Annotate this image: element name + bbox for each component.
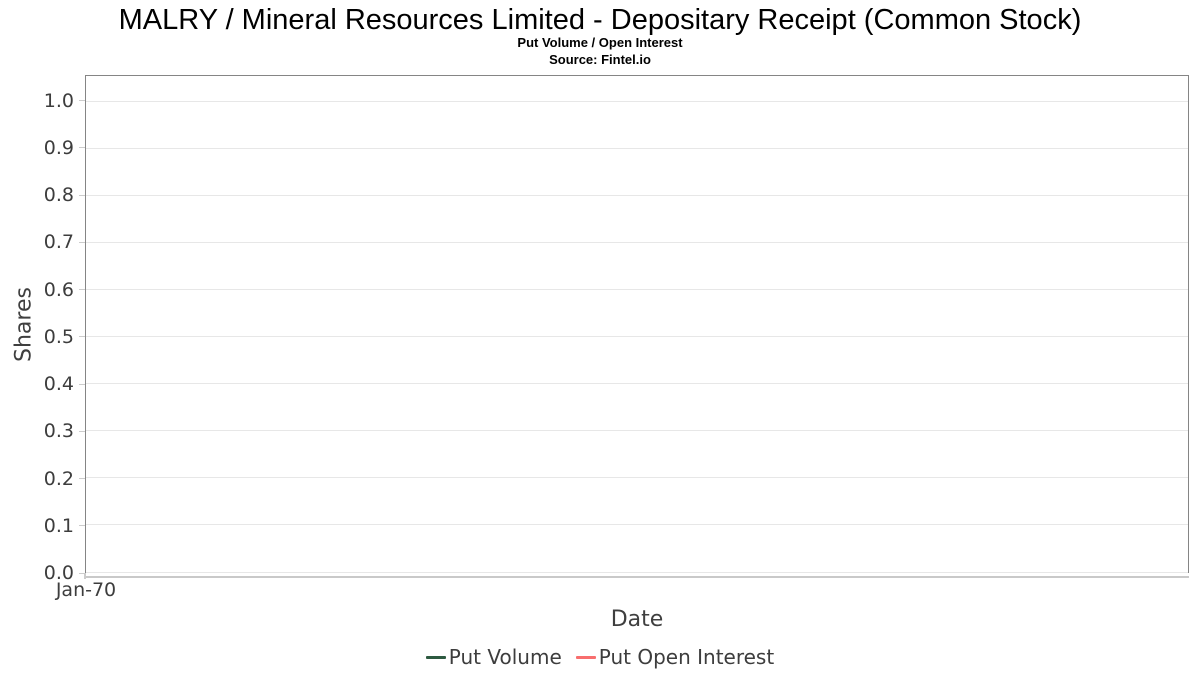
- y-tick-label: 0.7: [43, 231, 74, 254]
- gridline: [86, 195, 1188, 197]
- y-tick-label: 0.3: [43, 420, 74, 443]
- y-axis-tick-marks: [79, 75, 85, 574]
- legend-line-marker: [425, 655, 446, 659]
- gridline: [86, 524, 1188, 526]
- y-tick-label: 0.0: [43, 562, 74, 584]
- y-tick-label: 0.5: [43, 325, 74, 348]
- y-tick-label: 0.1: [43, 514, 74, 537]
- legend: Put Volume Put Open Interest: [0, 645, 1200, 669]
- gridline: [86, 571, 1188, 573]
- x-tick-label: Jan-70: [55, 579, 117, 601]
- chart-source: Source: Fintel.io: [549, 52, 651, 67]
- plot-area: [85, 75, 1189, 573]
- chart-subtitle: Put Volume / Open Interest: [517, 35, 683, 50]
- legend-label: Put Open Interest: [598, 645, 775, 669]
- y-axis-tick-labels: 0.0 0.1 0.2 0.3 0.4 0.5 0.6 0.7 0.8 0.9 1.0: [0, 75, 74, 585]
- legend-label: Put Volume: [448, 645, 562, 669]
- gridline: [86, 147, 1188, 149]
- legend-item-put-open-interest[interactable]: Put Open Interest: [575, 645, 775, 669]
- x-tick-mark: [84, 573, 86, 579]
- chart-title: MALRY / Mineral Resources Limited - Depo…: [118, 4, 1082, 36]
- gridline: [86, 430, 1188, 432]
- legend-line-marker: [575, 655, 596, 659]
- y-tick-mark: [79, 383, 85, 385]
- gridline: [86, 477, 1188, 479]
- gridline: [86, 336, 1188, 338]
- gridline: [86, 242, 1188, 244]
- y-tick-label: 0.2: [43, 467, 74, 490]
- x-axis-title: Date: [610, 607, 664, 632]
- y-tick-label: 0.9: [43, 136, 74, 159]
- x-axis-line: [85, 576, 1189, 578]
- y-tick-mark: [79, 147, 85, 149]
- y-tick-mark: [79, 100, 85, 101]
- gridline: [86, 289, 1188, 291]
- y-tick-label: 0.4: [43, 373, 74, 395]
- y-tick-label: 0.8: [43, 184, 74, 206]
- y-tick-label: 1.0: [43, 89, 74, 112]
- legend-item-put-volume[interactable]: Put Volume: [425, 645, 562, 669]
- y-tick-mark: [79, 194, 85, 196]
- y-tick-label: 0.6: [43, 278, 74, 301]
- y-tick-mark: [79, 478, 85, 479]
- y-tick-mark: [79, 241, 85, 243]
- y-tick-mark: [79, 336, 85, 338]
- gridline: [86, 383, 1188, 385]
- gridline: [86, 100, 1188, 102]
- y-tick-mark: [79, 572, 85, 574]
- y-tick-mark: [79, 525, 85, 527]
- y-tick-mark: [79, 430, 85, 432]
- y-tick-mark: [79, 289, 85, 290]
